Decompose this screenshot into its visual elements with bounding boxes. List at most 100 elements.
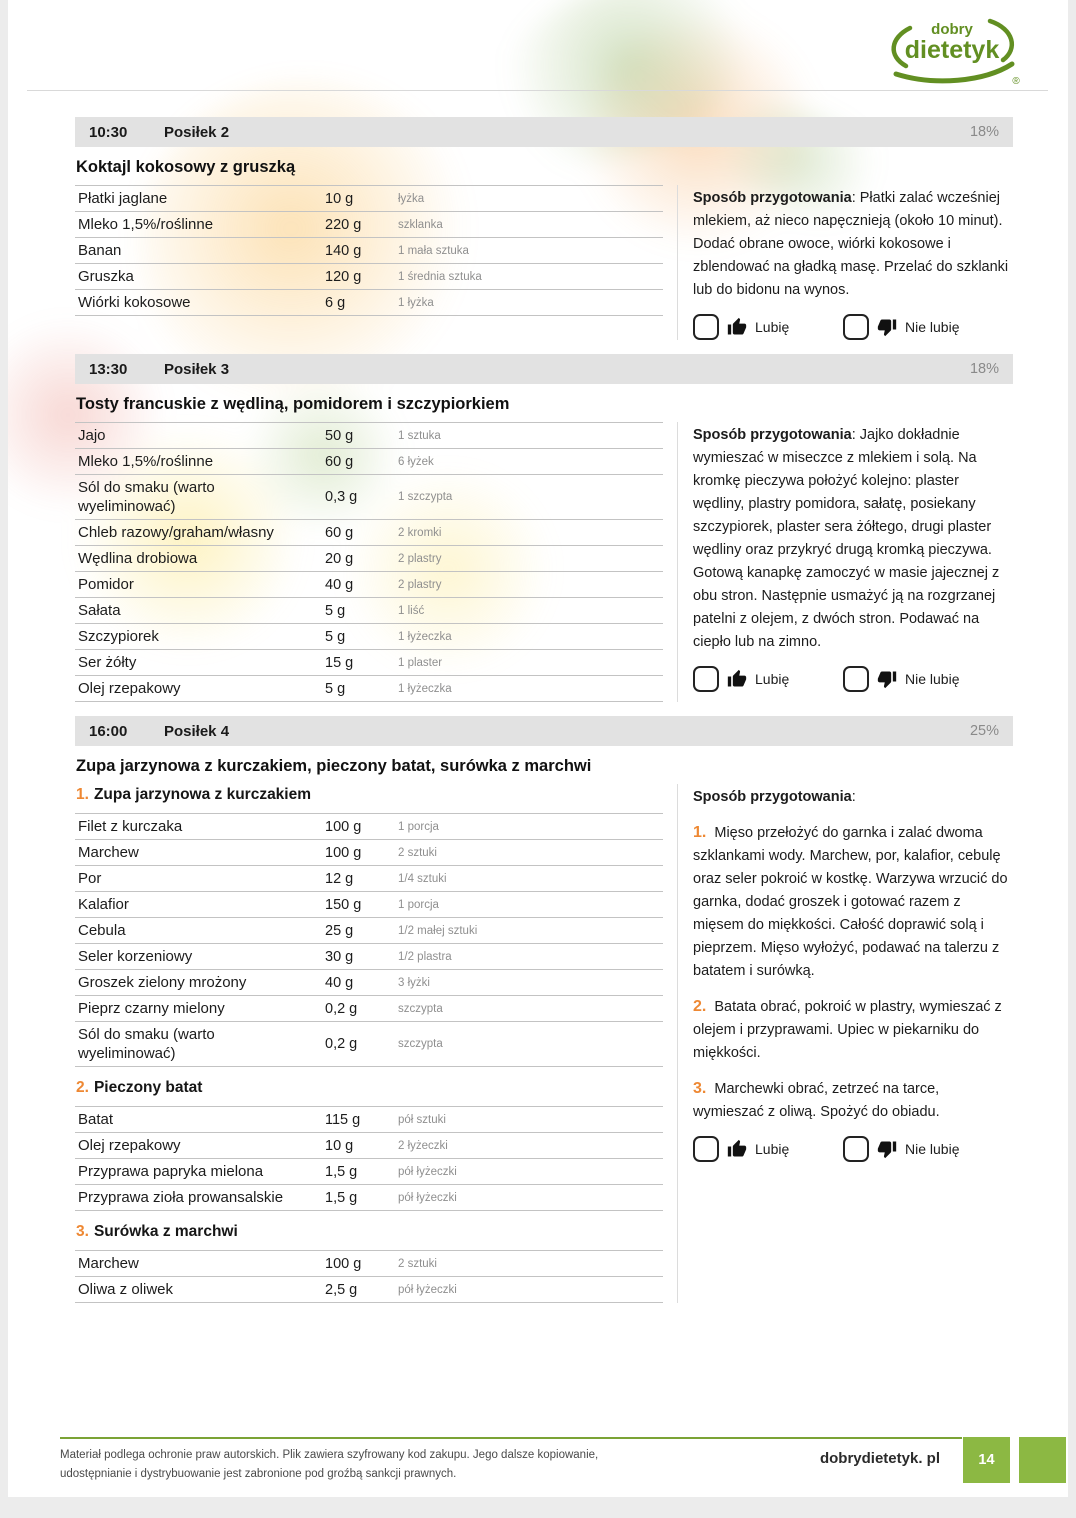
dislike-option[interactable]: Nie lubię	[843, 666, 993, 692]
vote-row: Lubię Nie lubię	[693, 1136, 1013, 1162]
thumb-down-icon	[877, 669, 897, 689]
meal-name: Posiłek 4	[164, 722, 230, 740]
like-checkbox[interactable]	[693, 314, 719, 340]
ingredient-measure: 6 łyżek	[398, 455, 434, 468]
ingredient-amount: 0,3 g	[325, 489, 358, 505]
ingredient-measure: 2 sztuki	[398, 846, 437, 859]
meal-body: Płatki jaglane 10 g łyżka Mleko 1,5%/roślin…	[75, 185, 1013, 340]
like-option[interactable]: Lubię	[693, 314, 843, 340]
ingredient-amount: 60 g	[325, 453, 354, 470]
dish-number: 3.	[76, 1223, 89, 1240]
meal-section: 10:30 Posiłek 2 18% Koktajl kokosowy z grus…	[75, 117, 1013, 340]
ingredients-column: Jajo 50 g 1 sztuka Mleko 1,5%/roślinne 60 g 6…	[75, 422, 663, 702]
like-checkbox[interactable]	[693, 666, 719, 692]
vote-row: Lubię Nie lubię	[693, 666, 1013, 692]
ingredient-amount: 12 g	[325, 870, 354, 887]
ingredient-amount: 60 g	[325, 524, 354, 541]
dislike-label: Nie lubię	[905, 319, 960, 335]
ingredient-row: Oliwa z oliwek 2,5 g pół łyżeczki	[75, 1277, 663, 1303]
ingredients-table: Filet z kurczaka 100 g 1 porcja Marchew 100 …	[75, 813, 663, 1067]
dish-name: Surówka z marchwi	[93, 1223, 238, 1240]
ingredient-measure: 1/2 plastra	[398, 950, 452, 963]
dislike-checkbox[interactable]	[843, 666, 869, 692]
document-page: dobry dietetyk ® 10:30 Posiłek 2 18% Koktaj…	[8, 0, 1068, 1497]
like-label: Lubię	[755, 1141, 790, 1157]
ingredient-amount: 150 g	[325, 896, 362, 913]
dish-number: 1.	[76, 786, 89, 803]
dislike-checkbox[interactable]	[843, 1136, 869, 1162]
ingredient-name: Marchew	[78, 844, 139, 861]
thumb-up-icon	[727, 1139, 747, 1159]
ingredient-name: Płatki jaglane	[78, 190, 168, 207]
meal-header-bar: 16:00 Posiłek 4 25%	[75, 716, 1013, 746]
ingredient-name: Ser żółty	[78, 654, 137, 671]
ingredient-name: Pieprz czarny mielony	[78, 1000, 225, 1017]
ingredient-name: Przyprawa papryka mielona	[78, 1163, 264, 1180]
ingredient-amount: 30 g	[325, 948, 354, 965]
ingredient-row: Mleko 1,5%/roślinne 220 g szklanka	[75, 212, 663, 238]
preparation-step: 3. Marchewki obrać, zetrzeć na tarce, wy…	[693, 1080, 940, 1120]
ingredient-measure: 1 porcja	[398, 820, 439, 833]
dislike-label: Nie lubię	[905, 671, 960, 687]
preparation-text: Sposób przygotowania: Płatki zalać wcześ…	[693, 190, 1009, 298]
ingredient-measure: 1/2 małej sztuki	[398, 924, 478, 937]
ingredient-amount: 1,5 g	[325, 1189, 358, 1206]
ingredient-row: Wędlina drobiowa 20 g 2 plastry	[75, 546, 663, 572]
ingredient-measure: 1 sztuka	[398, 429, 441, 442]
ingredient-name: Sól do smaku (warto wyeliminować)	[78, 1026, 215, 1062]
ingredient-amount: 6 g	[325, 294, 346, 311]
ingredients-table: Płatki jaglane 10 g łyżka Mleko 1,5%/roślin…	[75, 185, 663, 316]
preparation-step: 2. Batata obrać, pokroić w plastry, wymi…	[693, 998, 1002, 1061]
ingredient-name: Filet z kurczaka	[78, 818, 183, 835]
ingredient-row: Olej rzepakowy 5 g 1 łyżeczka	[75, 676, 663, 702]
ingredient-measure: szczypta	[398, 1038, 443, 1050]
ingredient-measure: 2 sztuki	[398, 1257, 437, 1270]
ingredient-amount: 2,5 g	[325, 1281, 358, 1298]
ingredient-amount: 5 g	[325, 680, 346, 697]
like-option[interactable]: Lubię	[693, 1136, 843, 1162]
ingredient-row: Jajo 50 g 1 sztuka	[75, 423, 663, 449]
registered-mark: ®	[1012, 76, 1020, 87]
ingredient-amount: 40 g	[325, 576, 354, 593]
like-label: Lubię	[755, 319, 790, 335]
meal-time: 10:30	[89, 123, 128, 141]
like-option[interactable]: Lubię	[693, 666, 843, 692]
ingredient-amount: 100 g	[325, 818, 362, 835]
like-label: Lubię	[755, 671, 790, 687]
ingredient-measure: 3 łyżki	[398, 976, 430, 989]
meal-energy-percent: 18%	[969, 361, 999, 377]
thumb-down-icon	[877, 317, 897, 337]
ingredient-row: Marchew 100 g 2 sztuki	[75, 1251, 663, 1277]
ingredient-name: Jajo	[78, 427, 106, 444]
ingredient-name: Pomidor	[78, 576, 134, 593]
ingredient-amount: 140 g	[325, 242, 362, 259]
dish-heading: 2. Pieczony batat	[76, 1079, 663, 1097]
ingredient-row: Marchew 100 g 2 sztuki	[75, 840, 663, 866]
meal-title: Tosty francuskie z wędliną, pomidorem i …	[76, 395, 510, 413]
step-number: 1.	[693, 824, 707, 841]
ingredient-name: Marchew	[78, 1255, 139, 1272]
preparation-column: Sposób przygotowania: Płatki zalać wcześ…	[677, 185, 1013, 340]
ingredient-measure: 1 łyżeczka	[398, 630, 452, 643]
dislike-option[interactable]: Nie lubię	[843, 1136, 993, 1162]
ingredient-row: Cebula 25 g 1/2 małej sztuki	[75, 918, 663, 944]
ingredient-amount: 115 g	[325, 1111, 361, 1128]
dish-heading: 1. Zupa jarzynowa z kurczakiem	[76, 786, 663, 804]
ingredient-amount: 220 g	[325, 216, 362, 233]
ingredient-name: Gruszka	[78, 268, 134, 285]
ingredient-amount: 10 g	[325, 190, 354, 207]
page-number-badge: 14	[963, 1437, 1010, 1483]
ingredient-amount: 40 g	[325, 974, 354, 991]
preparation-label-line: Sposób przygotowania:	[693, 789, 856, 805]
meal-plan-content: 10:30 Posiłek 2 18% Koktajl kokosowy z grus…	[75, 117, 1013, 1317]
dislike-checkbox[interactable]	[843, 314, 869, 340]
ingredient-amount: 100 g	[325, 1255, 362, 1272]
ingredient-name: Groszek zielony mrożony	[78, 974, 247, 991]
dislike-option[interactable]: Nie lubię	[843, 314, 993, 340]
like-checkbox[interactable]	[693, 1136, 719, 1162]
meal-section: 13:30 Posiłek 3 18% Tosty francuskie z wędl…	[75, 354, 1013, 702]
logo-word-bottom: dietetyk	[905, 36, 1000, 64]
ingredient-row: Batat 115 g pół sztuki	[75, 1107, 663, 1133]
ingredient-amount: 0,2 g	[325, 1000, 358, 1017]
ingredient-amount: 100 g	[325, 844, 362, 861]
